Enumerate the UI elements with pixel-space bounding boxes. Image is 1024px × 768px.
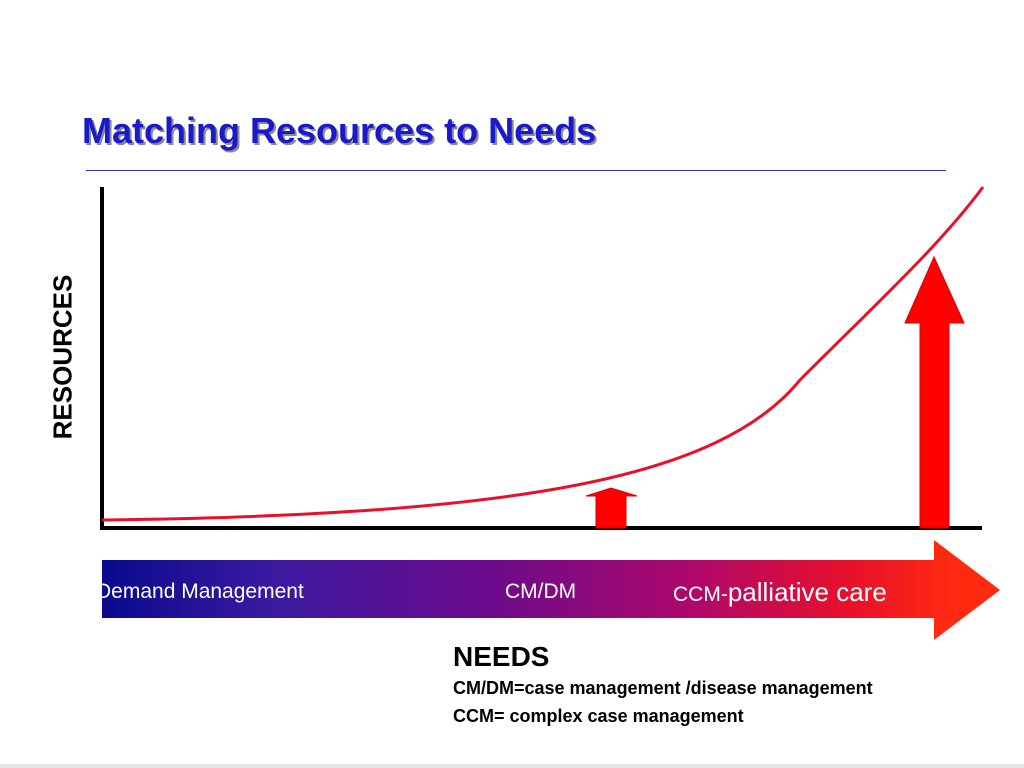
resources-curve xyxy=(101,186,985,522)
needs-title: NEEDS xyxy=(453,641,550,672)
legend-line-ccm: CCM= complex case management xyxy=(453,706,744,726)
small-up-arrow xyxy=(585,487,638,529)
band-label-demand-management: Demand Management xyxy=(102,580,304,603)
slide-title: Matching Resources to Needs xyxy=(82,110,597,151)
bottom-strip xyxy=(0,764,1024,768)
band-label-palliative-care: palliative care xyxy=(727,577,887,607)
needs-legend: NEEDS CM/DM=case management /disease man… xyxy=(453,640,873,730)
band-label-ccm: CCM-palliative care xyxy=(673,560,887,618)
band-label-cm-dm: CM/DM xyxy=(505,580,577,603)
band-label-ccm-prefix: CCM- xyxy=(673,583,728,606)
needs-band: Demand Management CM/DM CCM-palliative c… xyxy=(102,560,952,618)
legend-line-cm-dm: CM/DM=case management /disease managemen… xyxy=(453,678,873,698)
title-divider xyxy=(86,170,946,171)
large-up-arrow xyxy=(904,255,965,529)
